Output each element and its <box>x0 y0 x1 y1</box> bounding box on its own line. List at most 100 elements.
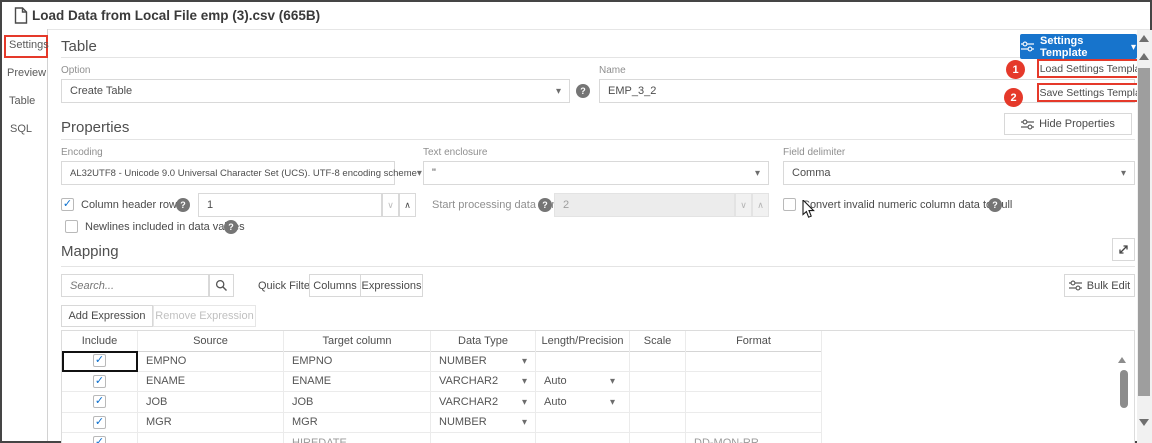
source-cell[interactable]: JOB <box>138 392 284 413</box>
include-checkbox[interactable] <box>93 374 106 388</box>
settings-template-button[interactable]: Settings Template <box>1020 34 1137 59</box>
length-select[interactable]: Auto <box>536 371 630 392</box>
chevron-down-icon <box>610 396 615 408</box>
column-header-row-label: Column header row <box>81 199 177 211</box>
option-help-icon[interactable] <box>576 84 590 98</box>
menu-item-load-settings-template[interactable]: Load Settings Template <box>1037 59 1152 78</box>
source-cell[interactable]: ENAME <box>138 371 284 392</box>
divider <box>61 266 1135 267</box>
length-value: Auto <box>544 395 567 408</box>
table-section-heading: Table <box>61 38 97 55</box>
target-cell[interactable]: MGR <box>284 412 431 433</box>
grid-scroll-up-arrow[interactable] <box>1118 357 1126 363</box>
source-cell[interactable] <box>138 433 284 443</box>
mapping-grid: Include Source Target column Data Type L… <box>61 330 1135 443</box>
sliders-icon <box>1068 280 1082 291</box>
sidebar-item-table[interactable]: Table <box>9 95 36 107</box>
column-header-row-input[interactable] <box>207 199 373 211</box>
scale-cell[interactable] <box>630 392 686 413</box>
page-scrollbar[interactable] <box>1137 30 1152 443</box>
option-select[interactable]: Create Table <box>61 79 570 103</box>
col-header-source: Source <box>138 331 284 351</box>
convert-invalid-help-icon[interactable] <box>988 198 1002 212</box>
page-scrollbar-thumb[interactable] <box>1138 68 1150 396</box>
newlines-checkbox[interactable] <box>65 220 78 233</box>
format-cell[interactable] <box>686 371 822 392</box>
sidebar-item-preview[interactable]: Preview <box>7 67 47 79</box>
search-button[interactable] <box>209 274 234 297</box>
include-checkbox[interactable] <box>93 415 106 429</box>
spinner-down-button[interactable] <box>382 193 399 217</box>
name-input[interactable] <box>608 85 1126 97</box>
chevron-down-icon <box>522 396 527 408</box>
format-cell[interactable] <box>686 412 822 433</box>
text-enclosure-label: Text enclosure <box>423 147 488 158</box>
bulk-edit-button[interactable]: Bulk Edit <box>1064 274 1135 297</box>
encoding-select[interactable]: AL32UTF8 - Unicode 9.0 Universal Charact… <box>61 161 417 185</box>
convert-invalid-checkbox[interactable] <box>783 198 796 211</box>
format-cell[interactable]: DD-MON-RR <box>686 433 822 443</box>
encoding-select-value: AL32UTF8 - Unicode 9.0 Universal Charact… <box>70 167 417 179</box>
format-cell[interactable] <box>686 392 822 413</box>
scroll-up-arrow-2[interactable] <box>1139 53 1149 60</box>
include-cell <box>62 433 138 443</box>
filter-columns-button[interactable]: Columns <box>309 274 361 297</box>
sliders-icon <box>1021 41 1034 52</box>
include-checkbox[interactable] <box>93 354 106 368</box>
dialog-titlebar: Load Data from Local File emp (3).csv (6… <box>2 2 1150 30</box>
length-cell[interactable] <box>536 433 630 443</box>
length-cell[interactable] <box>536 412 630 433</box>
add-expression-button[interactable]: Add Expression <box>61 305 153 327</box>
maximize-button[interactable] <box>1112 238 1135 261</box>
scroll-down-arrow[interactable] <box>1139 419 1149 426</box>
field-delimiter-value: Comma <box>792 167 831 179</box>
sliders-icon <box>1021 119 1035 130</box>
grid-scrollbar-thumb[interactable] <box>1120 370 1128 408</box>
start-processing-help-icon[interactable] <box>538 198 552 212</box>
length-select[interactable]: Auto <box>536 392 630 413</box>
scale-cell[interactable] <box>630 371 686 392</box>
datatype-select[interactable]: VARCHAR2 <box>431 392 536 413</box>
datatype-select[interactable]: NUMBER <box>431 351 536 372</box>
search-input[interactable] <box>70 279 200 292</box>
chevron-down-icon <box>556 85 561 97</box>
target-cell[interactable]: ENAME <box>284 371 431 392</box>
newlines-help-icon[interactable] <box>224 220 238 234</box>
hide-properties-button[interactable]: Hide Properties <box>1004 113 1132 135</box>
filter-expressions-button[interactable]: Expressions <box>360 274 423 297</box>
table-row: ENAME ENAME VARCHAR2 Auto <box>62 371 822 392</box>
chevron-down-icon <box>522 375 527 387</box>
format-cell[interactable] <box>686 351 822 372</box>
scale-cell[interactable] <box>630 412 686 433</box>
hide-properties-label: Hide Properties <box>1039 118 1115 130</box>
columns-button-label: Columns <box>313 279 357 292</box>
table-row: JOB JOB VARCHAR2 Auto <box>62 392 822 413</box>
col-header-length: Length/Precision <box>536 331 630 351</box>
field-delimiter-select[interactable]: Comma <box>783 161 1135 185</box>
annotation-step-1: 1 <box>1006 60 1025 79</box>
save-settings-label: Save Settings Template <box>1039 86 1150 99</box>
datatype-cell[interactable] <box>431 433 536 443</box>
target-cell[interactable]: HIREDATE <box>284 433 431 443</box>
include-checkbox[interactable] <box>93 436 106 443</box>
text-enclosure-select[interactable]: " <box>423 161 769 185</box>
include-cell <box>62 412 138 433</box>
scale-cell[interactable] <box>630 433 686 443</box>
scale-cell[interactable] <box>630 351 686 372</box>
datatype-select[interactable]: NUMBER <box>431 412 536 433</box>
length-cell[interactable] <box>536 351 630 372</box>
sidebar-item-sql[interactable]: SQL <box>10 123 33 135</box>
source-cell[interactable]: EMPNO <box>138 351 284 372</box>
include-cell <box>62 371 138 392</box>
include-checkbox[interactable] <box>93 395 106 409</box>
target-cell[interactable]: JOB <box>284 392 431 413</box>
datatype-select[interactable]: VARCHAR2 <box>431 371 536 392</box>
source-cell[interactable]: MGR <box>138 412 284 433</box>
scroll-up-arrow[interactable] <box>1139 35 1149 42</box>
menu-item-save-settings-template[interactable]: Save Settings Template <box>1037 83 1152 102</box>
sidebar-item-settings[interactable]: Settings <box>9 39 49 51</box>
target-cell[interactable]: EMPNO <box>284 351 431 372</box>
spinner-up-button[interactable] <box>399 193 416 217</box>
column-header-row-checkbox[interactable] <box>61 198 74 211</box>
column-header-row-help-icon[interactable] <box>176 198 190 212</box>
